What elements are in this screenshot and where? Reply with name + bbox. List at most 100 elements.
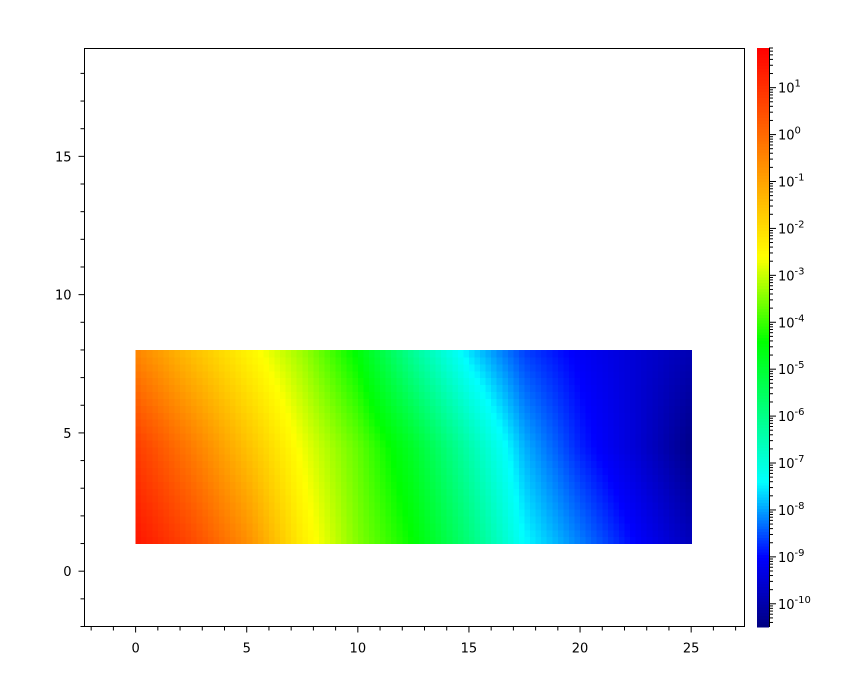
heatmap-cell bbox=[452, 398, 459, 406]
colorbar-segment bbox=[757, 221, 769, 226]
heatmap-cell bbox=[568, 356, 576, 365]
heatmap-cell bbox=[213, 515, 220, 524]
heatmap-cell bbox=[157, 536, 164, 545]
heatmap-cell bbox=[213, 377, 220, 386]
heatmap-cell bbox=[218, 446, 226, 455]
heatmap-cell bbox=[546, 398, 553, 406]
heatmap-cell bbox=[196, 495, 203, 503]
heatmap-cell bbox=[685, 529, 692, 538]
heatmap-cell bbox=[418, 412, 426, 420]
heatmap-cell bbox=[657, 515, 664, 524]
heatmap-cell bbox=[202, 508, 209, 517]
heatmap-cell bbox=[241, 453, 248, 462]
heatmap-cell bbox=[324, 488, 331, 496]
heatmap-cell bbox=[668, 488, 676, 496]
heatmap-cell bbox=[268, 377, 276, 386]
colorbar-segment bbox=[757, 485, 769, 489]
heatmap-cell bbox=[596, 363, 603, 372]
heatmap-cell bbox=[546, 453, 553, 462]
heatmap-cell bbox=[624, 412, 631, 420]
heatmap-cell bbox=[618, 363, 626, 372]
heatmap-cell bbox=[546, 460, 553, 469]
heatmap-cell bbox=[224, 467, 231, 475]
heatmap-cell bbox=[368, 398, 376, 406]
heatmap-cell bbox=[457, 502, 464, 510]
heatmap-cell bbox=[441, 349, 448, 358]
heatmap-cell bbox=[657, 432, 664, 441]
heatmap-cell bbox=[468, 419, 476, 427]
heatmap-cell bbox=[213, 446, 220, 455]
heatmap-cell bbox=[635, 453, 642, 462]
heatmap-cell bbox=[546, 370, 553, 379]
heatmap-cell bbox=[474, 426, 481, 434]
heatmap-cell bbox=[402, 412, 409, 420]
heatmap-cell bbox=[646, 405, 653, 413]
heatmap-cell bbox=[330, 536, 337, 545]
heatmap-cell bbox=[341, 349, 348, 358]
heatmap-cell bbox=[241, 398, 248, 406]
heatmap-cell bbox=[191, 439, 198, 448]
heatmap-cell bbox=[363, 446, 370, 455]
heatmap-cell bbox=[268, 495, 276, 503]
heatmap-cell bbox=[457, 474, 464, 482]
heatmap-cell bbox=[146, 515, 153, 524]
heatmap-cell bbox=[346, 495, 353, 503]
heatmap-cell bbox=[585, 502, 592, 510]
heatmap-cell bbox=[330, 384, 337, 393]
heatmap-cell bbox=[330, 467, 337, 475]
heatmap-cell bbox=[374, 467, 381, 475]
heatmap-cell bbox=[457, 446, 464, 455]
heatmap-cell bbox=[146, 432, 153, 441]
heatmap-cell bbox=[291, 391, 298, 399]
heatmap-cell bbox=[252, 363, 259, 372]
heatmap-cell bbox=[402, 356, 409, 365]
heatmap-cell bbox=[296, 398, 303, 406]
heatmap-cell bbox=[530, 391, 537, 399]
heatmap-cell bbox=[241, 349, 248, 358]
heatmap-cell bbox=[496, 460, 503, 469]
heatmap-cell bbox=[557, 453, 564, 462]
heatmap-cell bbox=[324, 356, 331, 365]
colorbar-segment bbox=[757, 62, 769, 66]
heatmap-cell bbox=[596, 356, 603, 365]
colorbar-tick-exponent: -9 bbox=[795, 548, 805, 559]
heatmap-cell bbox=[585, 446, 592, 455]
heatmap-cell bbox=[157, 522, 164, 531]
heatmap-cell bbox=[291, 439, 298, 448]
colorbar-segment bbox=[757, 325, 769, 330]
heatmap-cell bbox=[202, 384, 209, 393]
heatmap-cell bbox=[491, 522, 498, 531]
heatmap-cell bbox=[224, 536, 231, 545]
heatmap-cell bbox=[246, 529, 253, 538]
heatmap-cell bbox=[552, 426, 559, 434]
heatmap-cell bbox=[535, 412, 542, 420]
heatmap-cell bbox=[435, 432, 442, 441]
heatmap-cell bbox=[663, 439, 670, 448]
heatmap-cell bbox=[513, 460, 520, 469]
heatmap-cell bbox=[630, 439, 637, 448]
heatmap-cell bbox=[402, 474, 409, 482]
heatmap-cell bbox=[213, 405, 220, 413]
heatmap-cell bbox=[396, 405, 403, 413]
heatmap-cell bbox=[418, 439, 426, 448]
heatmap-cell bbox=[574, 363, 581, 372]
heatmap-cell bbox=[163, 377, 170, 386]
heatmap-cell bbox=[191, 446, 198, 455]
colorbar-segment bbox=[757, 201, 769, 205]
heatmap-cell bbox=[196, 370, 203, 379]
heatmap-cell bbox=[213, 426, 220, 434]
heatmap-cell bbox=[268, 370, 276, 379]
heatmap-cell bbox=[330, 453, 337, 462]
heatmap-cell bbox=[602, 377, 609, 386]
heatmap-cell bbox=[680, 495, 687, 503]
colorbar-segment bbox=[757, 531, 769, 535]
colorbar-segment bbox=[757, 244, 769, 249]
heatmap-cell bbox=[218, 432, 226, 441]
heatmap-cell bbox=[202, 536, 209, 545]
heatmap-cell bbox=[491, 536, 498, 545]
heatmap-cell bbox=[380, 488, 387, 496]
heatmap-cell bbox=[135, 398, 142, 406]
heatmap-cell bbox=[513, 446, 520, 455]
heatmap-cell bbox=[146, 363, 153, 372]
